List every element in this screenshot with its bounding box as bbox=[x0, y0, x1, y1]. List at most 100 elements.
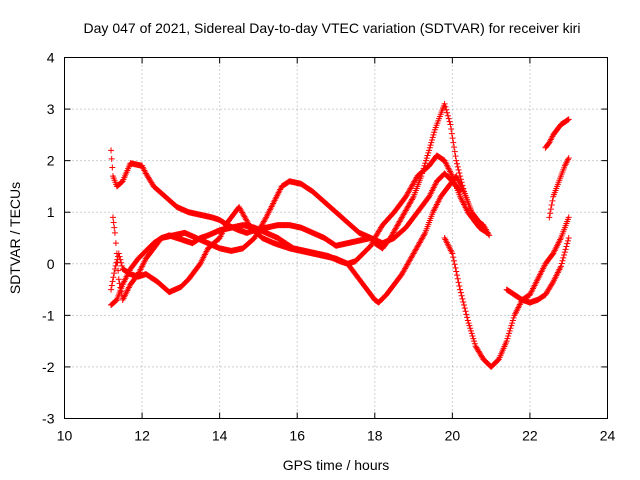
data-points bbox=[108, 100, 572, 370]
data-point bbox=[471, 340, 478, 347]
data-point bbox=[509, 317, 516, 324]
series-sat-g bbox=[546, 155, 572, 221]
data-point bbox=[429, 134, 436, 141]
data-point bbox=[457, 289, 464, 296]
data-point bbox=[460, 298, 467, 305]
data-point bbox=[441, 100, 448, 107]
data-point bbox=[565, 116, 572, 123]
data-point bbox=[464, 314, 471, 321]
data-point bbox=[456, 282, 463, 289]
data-point bbox=[546, 214, 553, 221]
data-point bbox=[108, 155, 115, 162]
data-point bbox=[457, 188, 464, 195]
data-point bbox=[409, 195, 416, 202]
y-tick-labels: -3 -2 -1 0 1 2 3 4 bbox=[42, 50, 55, 427]
data-point bbox=[428, 137, 435, 144]
data-point bbox=[455, 166, 462, 173]
data-point bbox=[452, 264, 459, 271]
data-point bbox=[449, 135, 456, 142]
data-point bbox=[427, 142, 434, 149]
series-sat-d bbox=[108, 170, 464, 309]
data-point bbox=[424, 152, 431, 159]
data-point bbox=[111, 265, 118, 272]
x-tick-label: 16 bbox=[289, 428, 305, 444]
data-point bbox=[454, 275, 461, 282]
plot-frame bbox=[64, 57, 608, 419]
data-point bbox=[471, 338, 478, 345]
y-axis-label: SDTVAR / TECUs bbox=[7, 182, 23, 294]
data-point bbox=[444, 112, 451, 119]
data-point bbox=[467, 327, 474, 334]
data-point bbox=[470, 335, 477, 342]
y-tick-label: 3 bbox=[47, 101, 55, 117]
data-point bbox=[468, 330, 475, 337]
data-point bbox=[115, 267, 122, 274]
data-point bbox=[561, 249, 568, 256]
data-point bbox=[430, 131, 437, 138]
y-tick-label: 4 bbox=[47, 50, 55, 66]
data-point bbox=[504, 335, 511, 342]
data-point bbox=[456, 170, 463, 177]
data-point bbox=[547, 210, 554, 217]
x-axis-label: GPS time / hours bbox=[283, 457, 390, 473]
data-point bbox=[431, 129, 438, 136]
data-point bbox=[113, 250, 120, 257]
data-point bbox=[547, 206, 554, 213]
data-point bbox=[109, 214, 116, 221]
y-tick-label: -1 bbox=[42, 307, 55, 323]
data-point bbox=[454, 272, 461, 279]
data-point bbox=[560, 254, 567, 261]
data-point bbox=[503, 338, 510, 345]
data-point bbox=[445, 115, 452, 122]
data-point bbox=[565, 235, 572, 241]
data-point bbox=[118, 259, 125, 266]
data-point bbox=[447, 121, 454, 128]
data-point bbox=[422, 157, 429, 164]
data-point bbox=[422, 160, 429, 167]
data-point bbox=[112, 262, 119, 269]
data-point bbox=[464, 317, 471, 324]
data-point bbox=[459, 295, 466, 302]
data-point bbox=[462, 308, 469, 315]
data-point bbox=[457, 286, 464, 293]
data-point bbox=[549, 197, 556, 204]
data-point bbox=[460, 302, 467, 309]
data-point bbox=[446, 118, 453, 125]
x-tick-labels: 10 12 14 16 18 20 22 24 bbox=[57, 428, 616, 444]
data-point bbox=[113, 297, 120, 304]
data-point bbox=[466, 322, 473, 329]
data-point bbox=[506, 327, 513, 334]
data-point bbox=[463, 311, 470, 318]
data-point bbox=[112, 240, 119, 247]
x-tick-label: 24 bbox=[600, 428, 616, 444]
data-point bbox=[507, 325, 514, 332]
data-point bbox=[111, 224, 118, 231]
data-point bbox=[448, 126, 455, 133]
data-point bbox=[455, 279, 462, 286]
y-tick-label: -3 bbox=[42, 411, 55, 427]
data-point bbox=[108, 286, 115, 293]
data-point bbox=[115, 276, 122, 283]
x-tick-label: 20 bbox=[445, 428, 461, 444]
data-point bbox=[110, 219, 117, 226]
data-point bbox=[561, 252, 568, 259]
data-point bbox=[465, 320, 472, 327]
data-point bbox=[454, 163, 461, 170]
data-point bbox=[564, 237, 571, 244]
x-tick-label: 22 bbox=[522, 428, 538, 444]
data-point bbox=[564, 240, 571, 247]
data-point bbox=[565, 214, 572, 221]
series-sat-h bbox=[542, 116, 572, 151]
data-point bbox=[467, 325, 474, 332]
data-point bbox=[452, 153, 459, 160]
data-point bbox=[564, 116, 571, 123]
data-point bbox=[450, 254, 457, 261]
data-point bbox=[108, 147, 115, 154]
data-point bbox=[118, 262, 125, 269]
data-point bbox=[563, 243, 570, 250]
series-sat-f bbox=[503, 214, 572, 303]
axis-ticks bbox=[64, 57, 608, 419]
data-point bbox=[557, 263, 564, 270]
x-tick-label: 18 bbox=[367, 428, 383, 444]
